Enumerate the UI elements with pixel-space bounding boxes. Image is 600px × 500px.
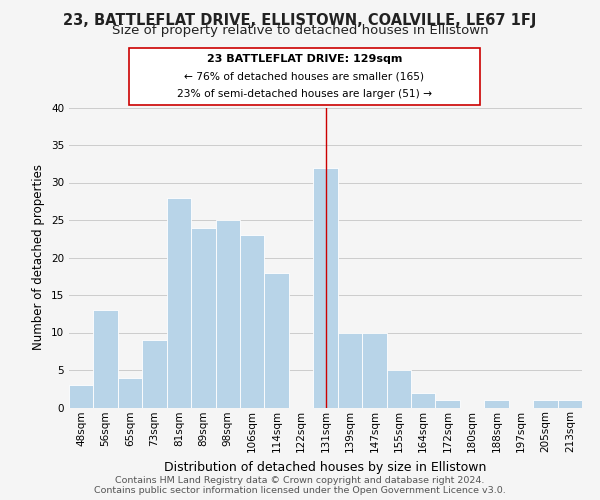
Bar (240, 235, 265, 408)
Bar (362, 332, 386, 407)
Bar (94, 310, 118, 408)
Bar (167, 198, 191, 408)
Text: Size of property relative to detached houses in Ellistown: Size of property relative to detached ho… (112, 24, 488, 37)
Bar (557, 400, 582, 407)
Text: ← 76% of detached houses are smaller (165): ← 76% of detached houses are smaller (16… (184, 72, 424, 82)
X-axis label: Distribution of detached houses by size in Ellistown: Distribution of detached houses by size … (164, 460, 487, 473)
Bar (118, 378, 142, 408)
Text: 23, BATTLEFLAT DRIVE, ELLISTOWN, COALVILLE, LE67 1FJ: 23, BATTLEFLAT DRIVE, ELLISTOWN, COALVIL… (64, 12, 536, 28)
Bar (215, 220, 240, 408)
Bar (436, 400, 460, 407)
Text: 23% of semi-detached houses are larger (51) →: 23% of semi-detached houses are larger (… (177, 90, 432, 100)
Text: Contains HM Land Registry data © Crown copyright and database right 2024.: Contains HM Land Registry data © Crown c… (115, 476, 485, 485)
Bar (313, 168, 338, 408)
Y-axis label: Number of detached properties: Number of detached properties (32, 164, 46, 350)
Text: Contains public sector information licensed under the Open Government Licence v3: Contains public sector information licen… (94, 486, 506, 495)
Bar (69, 385, 94, 407)
Bar (484, 400, 509, 407)
Bar (142, 340, 167, 407)
Bar (411, 392, 436, 407)
Bar (533, 400, 557, 407)
Text: 23 BATTLEFLAT DRIVE: 129sqm: 23 BATTLEFLAT DRIVE: 129sqm (207, 54, 402, 64)
Bar (386, 370, 411, 408)
Bar (191, 228, 215, 408)
Bar (265, 272, 289, 407)
Bar (338, 332, 362, 407)
